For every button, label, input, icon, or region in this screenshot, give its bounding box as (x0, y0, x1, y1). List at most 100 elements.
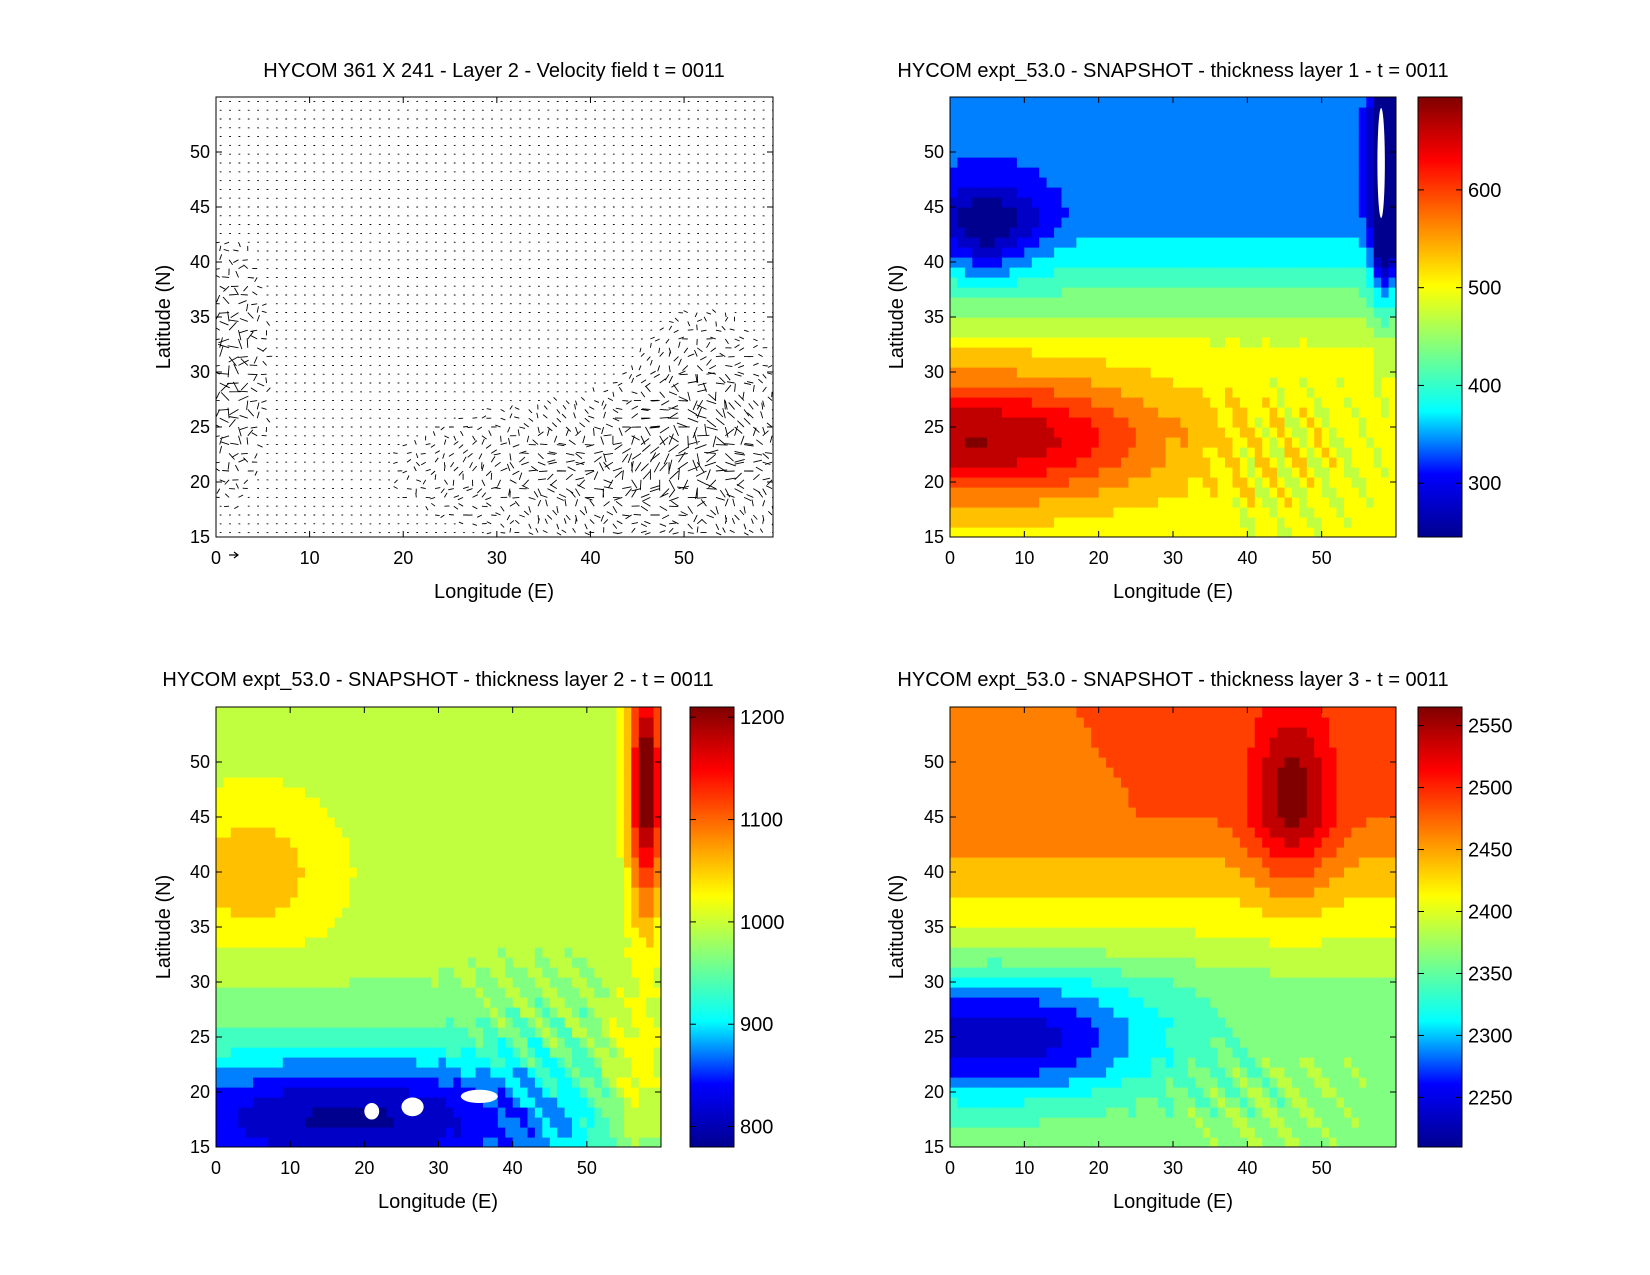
field-cell (1306, 477, 1315, 488)
field-cell (356, 907, 365, 918)
field-cell (564, 1087, 573, 1098)
field-cell (438, 987, 447, 998)
field-cell (490, 977, 499, 988)
field-cell (1187, 157, 1196, 168)
field-cell (512, 1097, 521, 1108)
field-cell (572, 1007, 580, 1018)
field-cell (1202, 357, 1211, 368)
field-cell (401, 817, 410, 828)
field-cell (312, 967, 321, 978)
field-cell (497, 1007, 506, 1018)
field-cell (297, 1057, 306, 1068)
field-cell (1210, 197, 1219, 208)
field-cell (1165, 377, 1174, 388)
field-cell (512, 907, 521, 918)
field-cell (1336, 417, 1345, 428)
field-cell (327, 737, 336, 748)
field-cell (453, 927, 462, 938)
field-cell (371, 907, 380, 918)
field-cell (431, 1137, 440, 1147)
field-cell (1068, 237, 1077, 248)
field-cell (468, 727, 477, 738)
field-cell (475, 807, 484, 818)
field-cell (1306, 307, 1315, 318)
field-cell (579, 1067, 588, 1078)
field-cell (401, 837, 410, 848)
field-cell (579, 987, 588, 998)
field-cell (564, 1097, 573, 1108)
field-cell (1031, 207, 1040, 218)
field-cell (542, 1097, 551, 1108)
field-cell (1061, 187, 1070, 198)
field-cell (1091, 527, 1100, 537)
field-cell (453, 757, 462, 768)
field-cell (1061, 177, 1070, 188)
field-cell (275, 1137, 284, 1147)
field-cell (1143, 227, 1152, 238)
field-cell (1366, 457, 1375, 468)
field-cell (1150, 117, 1159, 128)
field-cell (1314, 327, 1323, 338)
field-cell (1009, 227, 1018, 238)
field-cell (1358, 447, 1367, 458)
field-cell (408, 747, 417, 758)
field-cell (1135, 327, 1144, 338)
field-cell (1083, 167, 1092, 178)
field-cell (438, 1067, 447, 1078)
field-cell (1158, 277, 1167, 288)
field-cell (579, 937, 588, 948)
field-cell (1247, 467, 1256, 478)
field-cell (957, 117, 966, 128)
field-cell (1388, 437, 1396, 448)
field-cell (1217, 207, 1226, 218)
field-cell (497, 1077, 506, 1088)
field-cell (1061, 507, 1070, 518)
field-cell (416, 997, 425, 1008)
field-cell (950, 307, 958, 318)
field-cell (1358, 247, 1367, 258)
field-cell (1128, 317, 1137, 328)
field-cell (979, 467, 988, 478)
field-cell (1351, 137, 1360, 148)
field-cell (1158, 287, 1167, 298)
field-cell (1202, 397, 1211, 408)
field-cell (342, 877, 351, 888)
field-cell (964, 457, 973, 468)
field-cell (438, 947, 447, 958)
field-cell (1054, 187, 1063, 198)
field-cell (1336, 157, 1345, 168)
field-cell (260, 997, 269, 1008)
field-cell (364, 937, 373, 948)
field-cell (371, 987, 380, 998)
field-cell (349, 807, 358, 818)
field-cell (1113, 157, 1122, 168)
field-cell (379, 1127, 388, 1138)
field-cell (527, 777, 536, 788)
field-cell (1351, 97, 1360, 108)
field-cell (497, 717, 506, 728)
field-cell (572, 767, 580, 778)
field-cell (1254, 117, 1263, 128)
field-cell (1046, 177, 1055, 188)
field-cell (483, 1027, 491, 1038)
field-cell (1262, 477, 1271, 488)
field-cell (1076, 347, 1085, 358)
field-cell (1046, 427, 1055, 438)
field-cell (1381, 357, 1390, 368)
field-cell (572, 747, 580, 758)
field-cell (364, 1027, 373, 1038)
field-cell (1150, 227, 1159, 238)
field-cell (1098, 337, 1107, 348)
field-cell (1284, 107, 1293, 118)
field-cell (1165, 107, 1174, 118)
field-cell (305, 717, 313, 728)
field-cell (216, 747, 224, 758)
field-cell (297, 1087, 306, 1098)
field-cell (1083, 347, 1092, 358)
field-cell (1284, 177, 1293, 188)
field-cell (327, 1037, 336, 1048)
field-cell (319, 1117, 328, 1128)
field-cell (253, 937, 262, 948)
field-cell (1068, 447, 1077, 458)
field-cell (1381, 167, 1390, 178)
